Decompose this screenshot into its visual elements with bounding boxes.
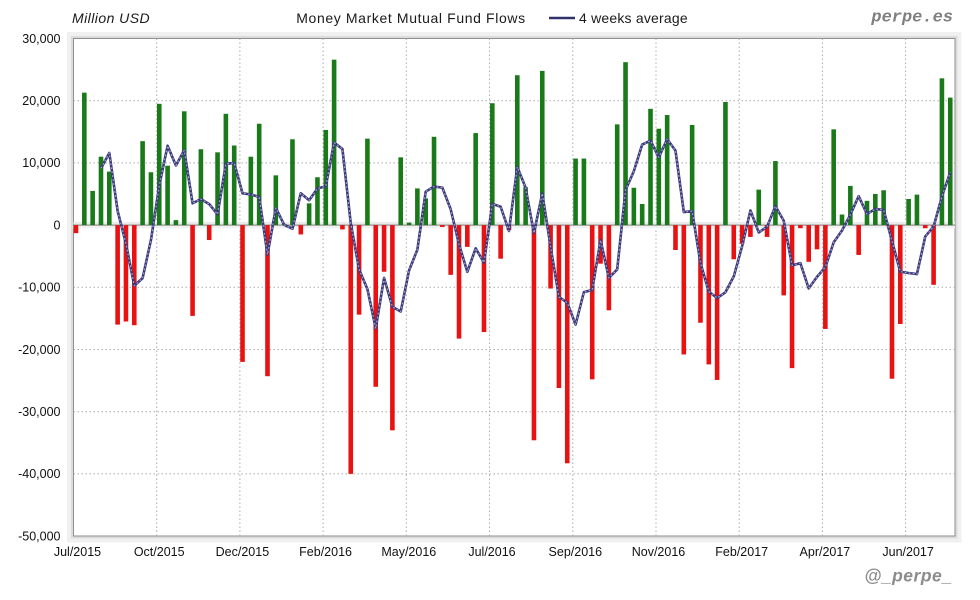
svg-text:@_perpe_: @_perpe_ — [864, 566, 952, 586]
svg-text:0: 0 — [54, 218, 61, 232]
svg-text:30,000: 30,000 — [22, 32, 60, 46]
svg-text:Apr/2017: Apr/2017 — [800, 545, 851, 559]
svg-text:20,000: 20,000 — [22, 94, 60, 108]
svg-text:Feb/2017: Feb/2017 — [715, 545, 768, 559]
svg-text:Sep/2016: Sep/2016 — [549, 545, 603, 559]
svg-text:-50,000: -50,000 — [18, 529, 60, 543]
svg-text:10,000: 10,000 — [22, 156, 60, 170]
svg-text:Jul/2016: Jul/2016 — [468, 545, 515, 559]
svg-text:Feb/2016: Feb/2016 — [299, 545, 352, 559]
svg-text:-20,000: -20,000 — [18, 343, 60, 357]
svg-text:Oct/2015: Oct/2015 — [134, 545, 185, 559]
svg-text:Jun/2017: Jun/2017 — [882, 545, 933, 559]
svg-text:-10,000: -10,000 — [18, 281, 60, 295]
svg-text:Jul/2015: Jul/2015 — [54, 545, 101, 559]
svg-text:Money Market Mutual Fund Flows: Money Market Mutual Fund Flows — [296, 10, 525, 26]
svg-text:4 weeks average: 4 weeks average — [579, 10, 688, 26]
svg-text:Nov/2016: Nov/2016 — [632, 545, 686, 559]
svg-text:perpe.es: perpe.es — [870, 9, 953, 28]
svg-text:-30,000: -30,000 — [18, 405, 60, 419]
svg-text:Million USD: Million USD — [72, 10, 150, 26]
svg-text:-40,000: -40,000 — [18, 467, 60, 481]
svg-text:May/2016: May/2016 — [381, 545, 436, 559]
svg-text:Dec/2015: Dec/2015 — [216, 545, 270, 559]
